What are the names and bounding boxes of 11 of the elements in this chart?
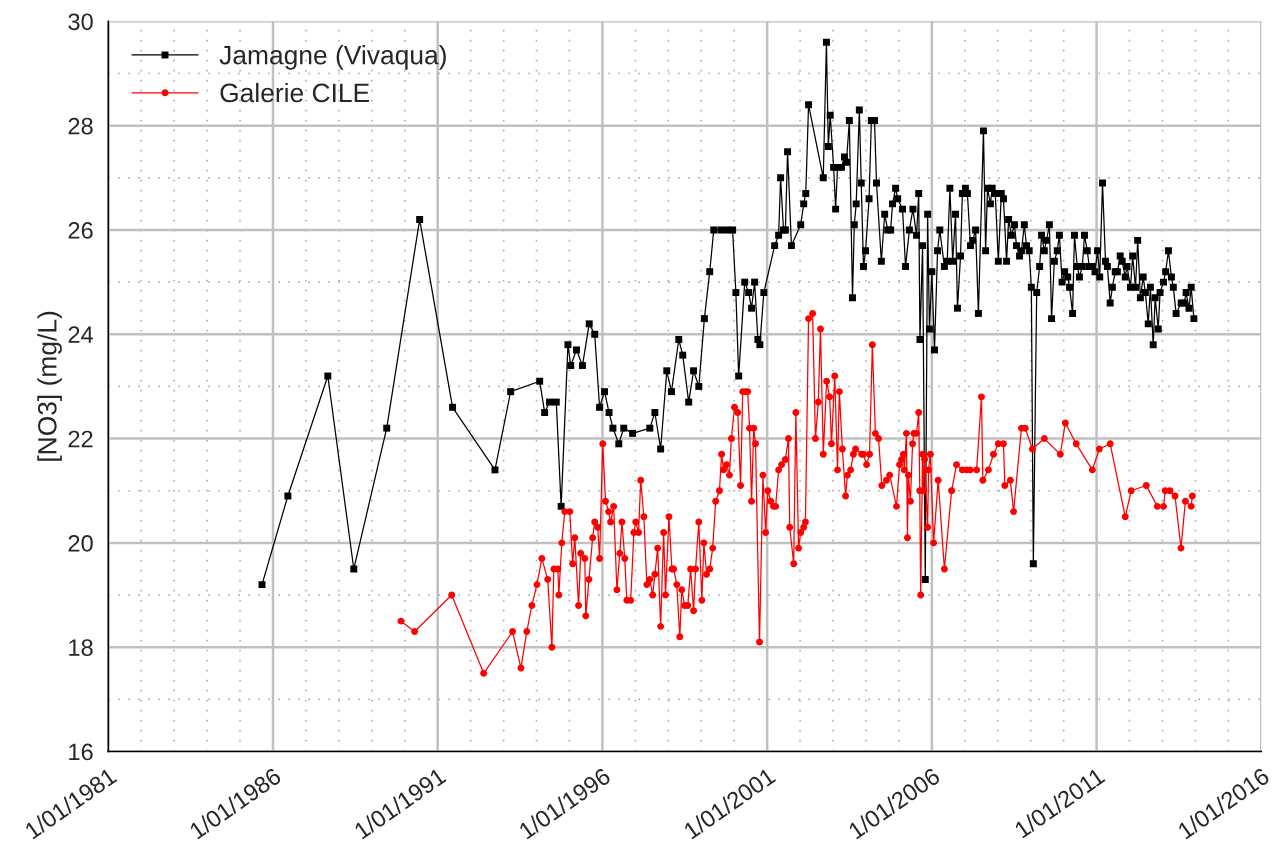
legend-label: Jamagne (Vivaqua) xyxy=(219,45,446,70)
y-axis-title: [NO3] (mg/L) xyxy=(37,311,62,461)
legend-label: Galerie CILE xyxy=(220,82,370,103)
y-tick-label: 30 xyxy=(68,13,93,31)
y-tick-label: 16 xyxy=(69,743,93,761)
y-tick-label: 26 xyxy=(68,222,93,239)
y-tick-label: 22 xyxy=(68,430,93,448)
y-tick-label: 24 xyxy=(68,326,94,343)
y-tick-label: 20 xyxy=(68,534,93,552)
y-tick-label: 18 xyxy=(69,639,93,656)
y-tick-label: 28 xyxy=(68,117,93,135)
